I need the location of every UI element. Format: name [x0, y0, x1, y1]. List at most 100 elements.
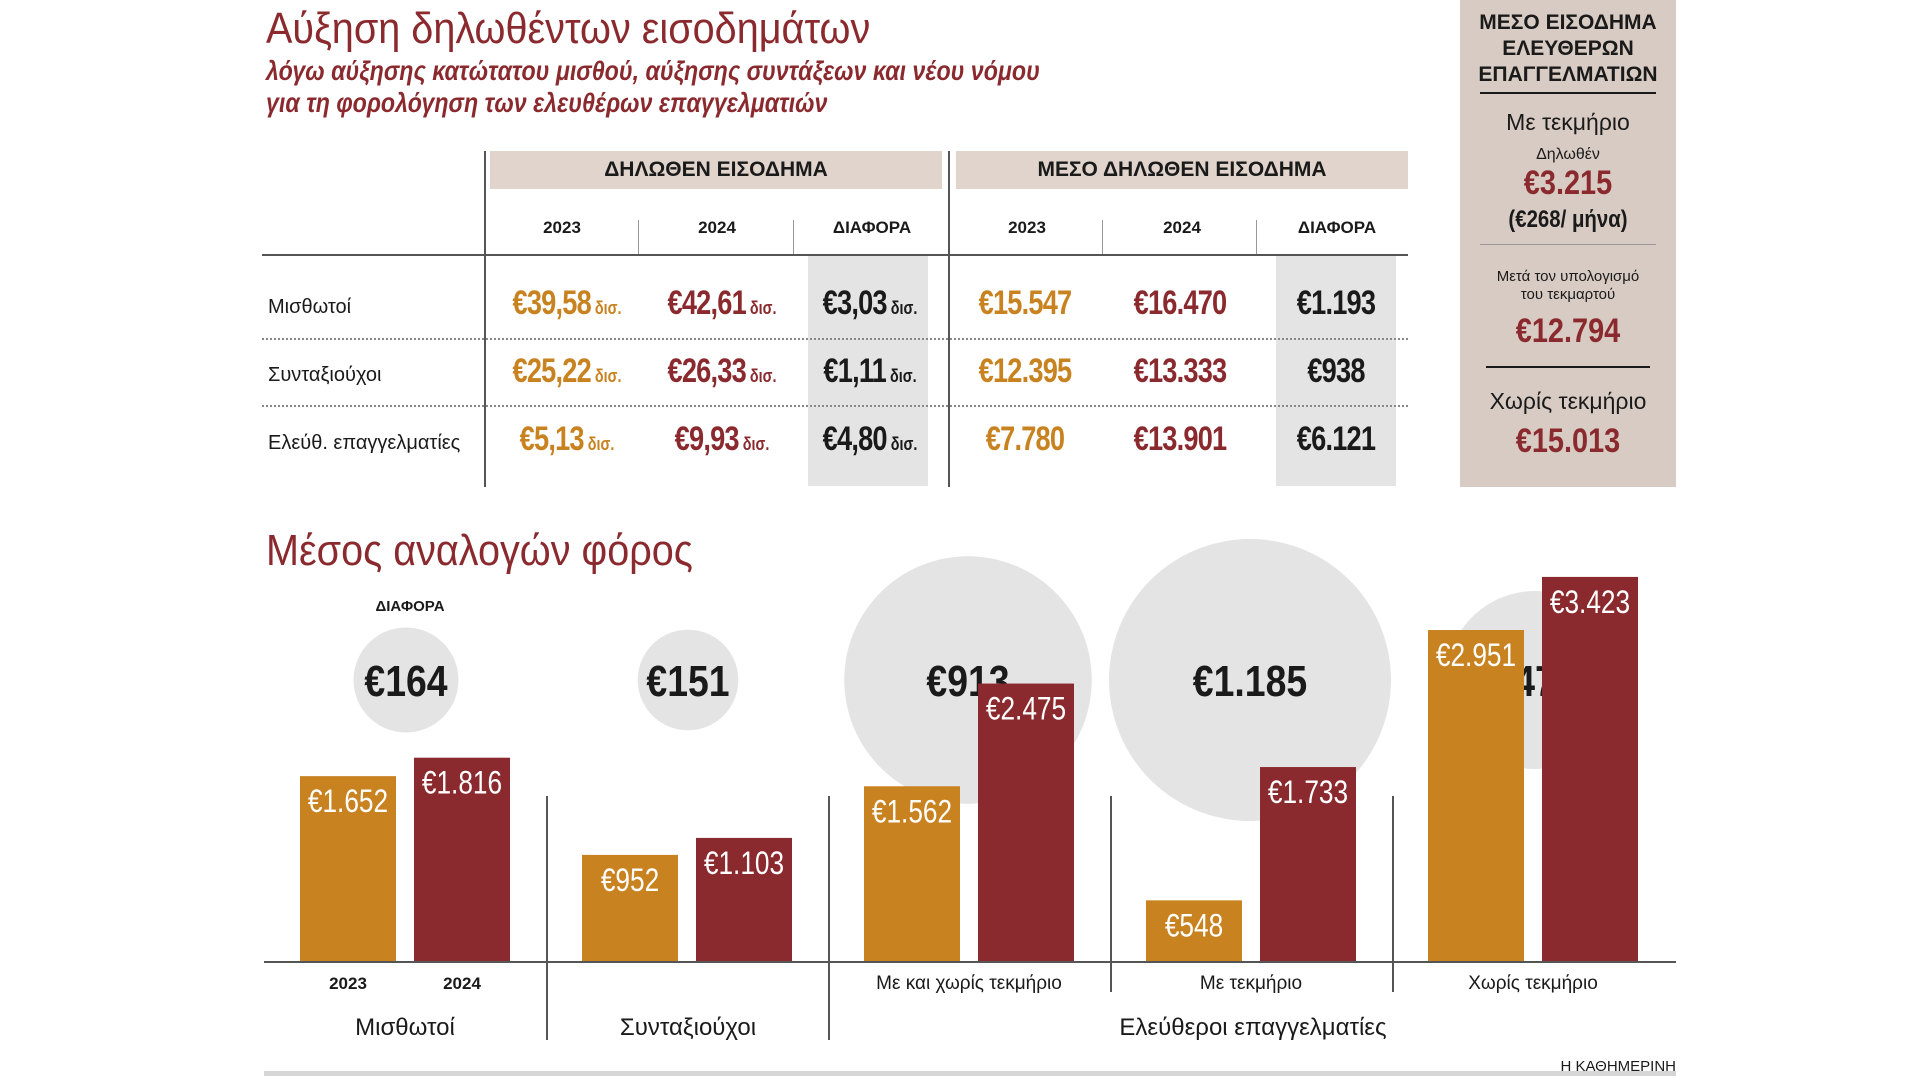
cell-pensioners-avg-2024: €13.333: [1133, 352, 1228, 390]
category-label: Ελεύθεροι επαγγελματίες: [1119, 1014, 1386, 1041]
group-header-average-income: ΜΕΣΟ ΔΗΛΩΘΕΝ ΕΙΣΟΔΗΜΑ: [956, 151, 1408, 189]
cell-freelancers-diff: €4,80 δισ.: [822, 420, 918, 458]
bar-2023: [582, 854, 678, 962]
row-label-employees: Μισθωτοί: [268, 296, 352, 318]
bar-2024: [1542, 576, 1638, 962]
cell-freelancers-avg-2023: €7.780: [985, 420, 1065, 458]
header-divider: [638, 220, 639, 256]
diff-column-bg: [808, 256, 928, 486]
header-divider: [793, 220, 794, 256]
bar-2024: [414, 757, 510, 962]
row-label-freelancers: Ελεύθ. επαγγελματίες: [268, 432, 461, 454]
panel-rule: [1480, 244, 1656, 245]
bar-2024-label: €1.103: [704, 847, 784, 882]
bar-2024-label: €1.816: [422, 766, 502, 801]
bar-2023: [864, 786, 960, 962]
bar-2024-label: €3.423: [1550, 586, 1630, 621]
category-label: Μισθωτοί: [355, 1014, 455, 1041]
cell-freelancers-avg-diff: €6.121: [1296, 420, 1376, 458]
year-label-2024: 2024: [443, 974, 481, 993]
row-label-pensioners: Συνταξιούχοι: [268, 364, 382, 386]
group-separator: [546, 796, 548, 1040]
group-separator: [828, 796, 830, 1040]
panel-rule: [1486, 366, 1650, 368]
diff-bubble-label: €151: [646, 656, 729, 706]
cell-employees-avg-2023: €15.547: [978, 284, 1073, 322]
diff-bubble: [353, 627, 459, 733]
col-header-2023: 2023: [543, 218, 581, 237]
row-divider: [262, 405, 1408, 407]
table-separator: [948, 151, 950, 487]
bar-2023-label: €548: [1165, 909, 1223, 944]
group-sublabel: Με τεκμήριο: [1200, 973, 1302, 994]
diff-caption: ΔΙΑΦΟΡΑ: [375, 598, 445, 615]
group-separator: [1392, 796, 1394, 992]
avg-diff-column-bg: [1276, 256, 1396, 486]
bar-2024-label: €1.733: [1268, 776, 1348, 811]
cell-freelancers-2023: €5,13 δισ.: [519, 420, 615, 458]
bar-2023-label: €952: [601, 864, 659, 899]
cell-freelancers-avg-2024: €13.901: [1133, 420, 1228, 458]
declared-value: €3.215: [1523, 164, 1613, 202]
table-separator: [484, 151, 486, 487]
col-header-avg-2023: 2023: [1008, 218, 1046, 237]
bar-2023-label: €2.951: [1436, 639, 1516, 674]
diff-bubble-label: €1.185: [1193, 656, 1307, 706]
group-sublabel: Χωρίς τεκμήριο: [1468, 973, 1598, 994]
panel-rule: [1480, 92, 1656, 94]
page-title: Αύξηση δηλωθέντων εισοδημάτων: [266, 4, 871, 53]
row-divider: [262, 338, 1408, 340]
subtitle-line-1: λόγω αύξησης κατώτατου μισθού, αύξησης σ…: [266, 56, 1040, 86]
cell-employees-2023: €39,58 δισ.: [512, 284, 622, 322]
cell-pensioners-2023: €25,22 δισ.: [512, 352, 622, 390]
tax-section-title: Μέσος αναλογών φόρος: [266, 526, 693, 575]
diff-bubble: [637, 629, 739, 731]
cell-pensioners-avg-2023: €12.395: [978, 352, 1073, 390]
bar-2024: [1260, 767, 1356, 962]
col-header-avg-2024: 2024: [1163, 218, 1201, 237]
diff-bubble-label: €164: [364, 656, 447, 706]
cell-pensioners-2024: €26,33 δισ.: [667, 352, 777, 390]
subtitle-line-2: για τη φορολόγηση των ελευθέρων επαγγελμ…: [266, 88, 828, 118]
panel-title-line-1: ΜΕΣΟ ΕΙΣΟΔΗΜΑ: [1479, 11, 1657, 34]
cell-employees-avg-2024: €16.470: [1133, 284, 1228, 322]
bar-2024: [696, 837, 792, 962]
bar-2023: [1428, 630, 1524, 962]
with-presumption-label: Με τεκμήριο: [1506, 109, 1630, 135]
bar-2023-label: €1.562: [872, 795, 952, 830]
x-axis: [264, 961, 1676, 963]
cell-pensioners-avg-diff: €938: [1307, 352, 1365, 390]
monthly-value: (€268/ μήνα): [1508, 206, 1628, 233]
header-divider: [1256, 220, 1257, 256]
group-sublabel: Με και χωρίς τεκμήριο: [876, 973, 1062, 994]
footer-rule: [264, 1071, 1676, 1076]
group-separator: [1110, 796, 1112, 992]
bar-2024: [978, 683, 1074, 962]
after-calc-line-2: του τεκμαρτού: [1520, 286, 1616, 303]
year-label-2023: 2023: [329, 974, 367, 993]
freelancer-income-panel: ΜΕΣΟ ΕΙΣΟΔΗΜΑ ΕΛΕΥΘΕΡΩΝ ΕΠΑΓΓΕΛΜΑΤΙΩΝ Με…: [1460, 0, 1676, 487]
bar-2023-label: €1.652: [308, 785, 388, 820]
after-calc-line-1: Μετά τον υπολογισμό: [1496, 268, 1640, 285]
category-label: Συνταξιούχοι: [620, 1014, 756, 1041]
diff-bubble: [1109, 539, 1391, 821]
publisher-credit: Η ΚΑΘΗΜΕΡΙΝΗ: [1560, 1058, 1676, 1075]
group-header-declared-income: ΔΗΛΩΘΕΝ ΕΙΣΟΔΗΜΑ: [490, 151, 942, 189]
cell-employees-2024: €42,61 δισ.: [667, 284, 777, 322]
cell-employees-avg-diff: €1.193: [1296, 284, 1376, 322]
cell-employees-diff: €3,03 δισ.: [822, 284, 918, 322]
col-header-2024: 2024: [698, 218, 736, 237]
bar-2023: [1146, 900, 1242, 962]
panel-title-line-2: ΕΛΕΥΘΕΡΩΝ: [1502, 37, 1634, 60]
col-header-diff: ΔΙΑΦΟΡΑ: [832, 218, 912, 237]
header-divider: [1102, 220, 1103, 256]
without-presumption-value: €15.013: [1515, 422, 1621, 460]
bar-2024-label: €2.475: [986, 692, 1066, 727]
after-calc-value: €12.794: [1515, 312, 1621, 350]
bar-2023: [300, 776, 396, 962]
col-header-avg-diff: ΔΙΑΦΟΡΑ: [1297, 218, 1377, 237]
panel-title-line-3: ΕΠΑΓΓΕΛΜΑΤΙΩΝ: [1478, 63, 1658, 86]
declared-label: Δηλωθέν: [1536, 146, 1600, 163]
without-presumption-label: Χωρίς τεκμήριο: [1489, 388, 1647, 414]
